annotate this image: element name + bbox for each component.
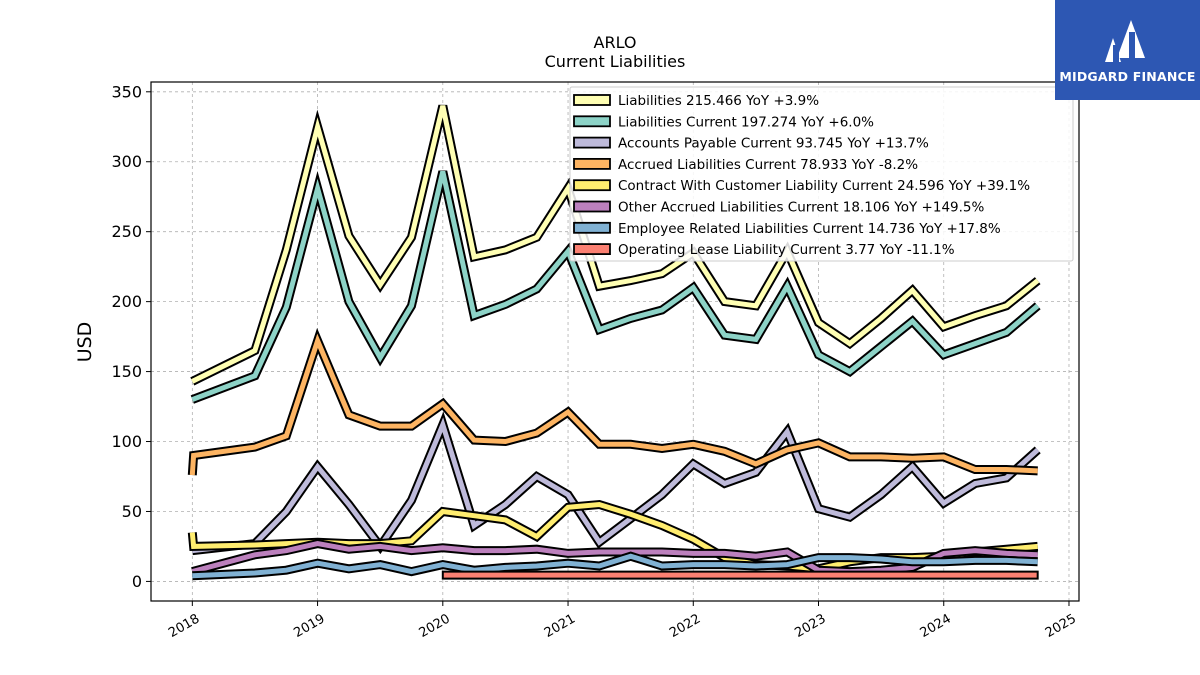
legend-entry: Employee Related Liabilities Current 14.…	[573, 221, 1001, 237]
series-line-8	[441, 570, 1039, 580]
midgard-logo-icon	[1105, 20, 1145, 65]
x-tick-label: 2021	[542, 611, 578, 641]
legend: Liabilities 215.466 YoY +3.9% Liabilities…	[569, 86, 1074, 262]
legend-swatch	[573, 157, 611, 170]
legend-label: Operating Lease Liability Current 3.77 Y…	[618, 242, 955, 258]
chart-title: ARLO	[594, 33, 637, 52]
x-tick-label: 2020	[417, 611, 453, 641]
legend-label: Other Accrued Liabilities Current 18.106…	[618, 200, 985, 216]
x-tick-label: 2023	[792, 611, 828, 641]
x-tick-label: 2025	[1043, 611, 1079, 641]
legend-swatch	[573, 115, 611, 128]
legend-label: Employee Related Liabilities Current 14.…	[618, 221, 1001, 237]
x-tick-label: 2024	[918, 611, 954, 641]
legend-swatch	[573, 136, 611, 149]
y-tick-label: 50	[122, 502, 142, 521]
x-tick-label: 2019	[291, 611, 327, 641]
legend-label: Liabilities 215.466 YoY +3.9%	[618, 93, 819, 109]
legend-box	[569, 86, 1074, 262]
legend-entry: Accrued Liabilities Current 78.933 YoY -…	[573, 157, 918, 173]
y-tick-label: 250	[111, 222, 142, 241]
legend-entry: Liabilities Current 197.274 YoY +6.0%	[573, 114, 874, 130]
brand-name: MIDGARD FINANCE	[1059, 69, 1196, 84]
series-line-1	[190, 104, 1041, 386]
legend-swatch	[573, 200, 611, 213]
series-fill-line	[191, 105, 1040, 384]
plot-frame	[150, 81, 1080, 602]
series-line-2	[190, 170, 1041, 404]
chart-subtitle: Current Liabilities	[545, 52, 686, 71]
legend-entry: Contract With Customer Liability Current…	[573, 178, 1030, 194]
series-fill-line	[189, 333, 1038, 476]
legend-swatch	[573, 243, 611, 256]
legend-swatch	[573, 221, 611, 234]
y-tick-label: 150	[111, 362, 142, 381]
y-tick-label: 300	[111, 152, 142, 171]
y-tick-label: 200	[111, 292, 142, 311]
series-layer	[187, 104, 1041, 581]
y-tick-label: 350	[111, 82, 142, 101]
legend-entry: Operating Lease Liability Current 3.77 Y…	[573, 242, 955, 258]
y-tick-label: 0	[132, 572, 142, 591]
series-outline	[187, 327, 1038, 476]
y-tick-label: 100	[111, 432, 142, 451]
x-tick-label: 2018	[166, 611, 202, 641]
legend-swatch	[573, 94, 611, 106]
series-line-4	[187, 327, 1038, 476]
legend-label: Accrued Liabilities Current 78.933 YoY -…	[618, 157, 918, 173]
series-line-7	[192, 551, 1038, 581]
legend-label: Liabilities Current 197.274 YoY +6.0%	[618, 114, 874, 130]
series-fill-line	[191, 170, 1040, 402]
legend-label: Accounts Payable Current 93.745 YoY +13.…	[618, 136, 929, 152]
series-fill-line	[192, 553, 1038, 579]
y-axis-label: USD	[74, 322, 96, 363]
brand-logo: MIDGARD FINANCE	[1055, 0, 1200, 100]
legend-entry: Other Accrued Liabilities Current 18.106…	[573, 200, 985, 216]
legend-label: Contract With Customer Liability Current…	[618, 178, 1030, 194]
legend-entry: Liabilities 215.466 YoY +3.9%	[573, 93, 819, 109]
legend-swatch	[573, 179, 611, 192]
x-tick-label: 2022	[667, 611, 703, 641]
legend-entry: Accounts Payable Current 93.745 YoY +13.…	[573, 136, 929, 152]
